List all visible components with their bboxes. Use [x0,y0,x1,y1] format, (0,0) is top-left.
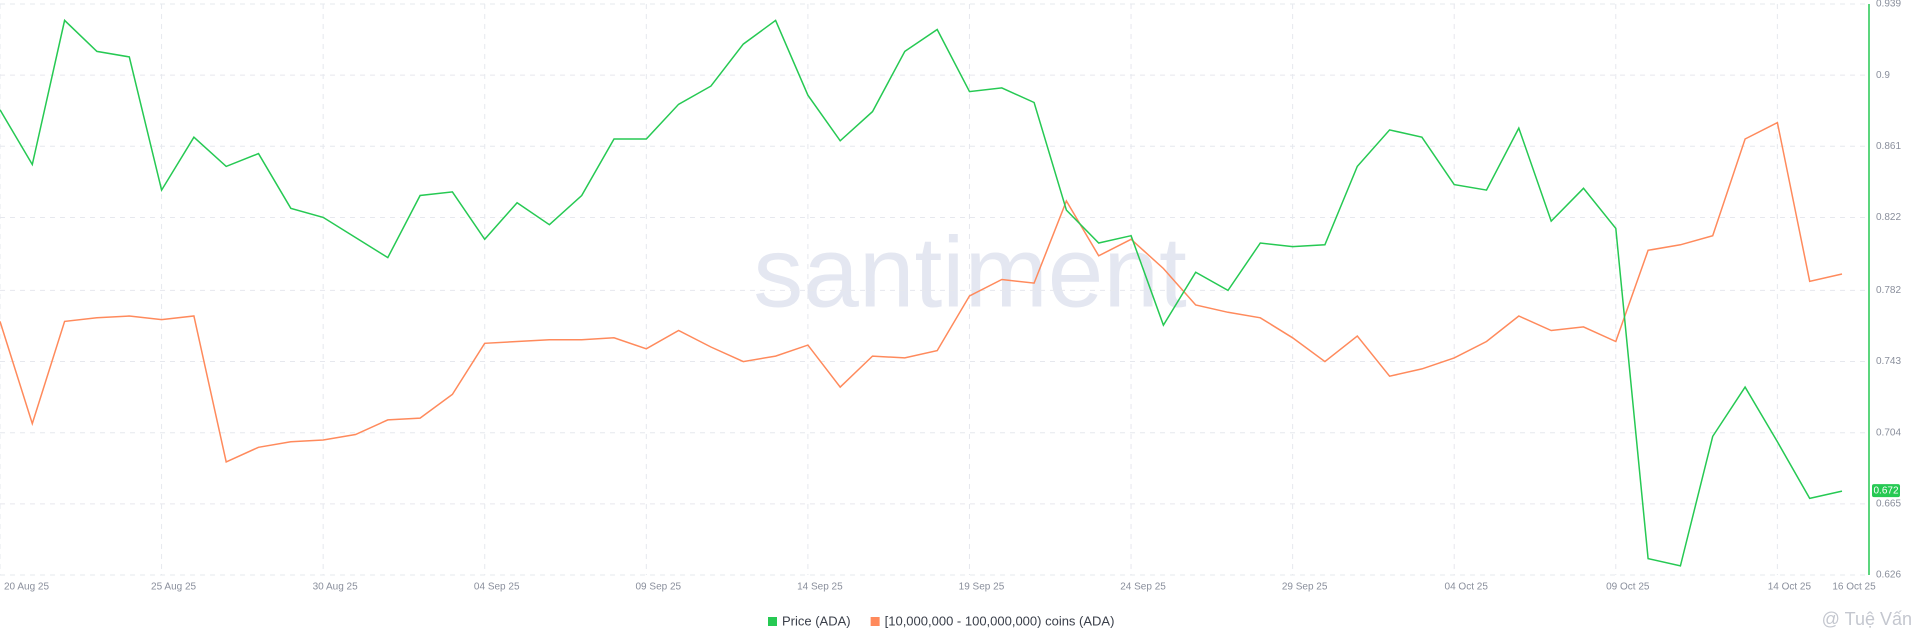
last-value-label: 0.672 [1873,486,1898,497]
legend-label: [10,000,000 - 100,000,000) coins (ADA) [885,613,1115,628]
x-tick-label: 29 Sep 25 [1282,582,1328,593]
legend-label: Price (ADA) [782,613,851,628]
legend-swatch [768,617,777,626]
credit: @ Tuệ Vấn [1822,609,1912,629]
x-tick-label: 14 Sep 25 [797,582,843,593]
y-tick-label: 0.704 [1876,427,1901,438]
legend: Price (ADA) [10,000,000 - 100,000,000) co… [768,613,1114,628]
y-tick-label: 0.861 [1876,141,1901,152]
watermark: santiment [753,216,1187,328]
y-tick-label: 0.782 [1876,285,1901,296]
x-tick-label: 20 Aug 25 [4,582,49,593]
y-tick-label: 0.9 [1876,70,1890,81]
x-tick-label: 25 Aug 25 [151,582,196,593]
legend-swatch [870,617,880,626]
x-tick-label: 14 Oct 25 [1768,582,1812,593]
y-tick-label: 0.822 [1876,212,1901,223]
x-tick-label: 04 Oct 25 [1445,582,1489,593]
y-tick-label: 0.743 [1876,356,1901,367]
x-tick-label: 16 Oct 25 [1832,582,1876,593]
x-tick-label: 24 Sep 25 [1120,582,1166,593]
y-tick-label: 0.665 [1876,498,1901,509]
x-tick-label: 09 Oct 25 [1606,582,1650,593]
series-line [0,18,1843,567]
last-value-badge [1872,484,1900,498]
x-tick-label: 30 Aug 25 [313,582,358,593]
x-tick-label: 04 Sep 25 [474,582,520,593]
series-line [0,121,1843,463]
y-tick-label: 0.626 [1876,570,1901,581]
x-tick-label: 19 Sep 25 [959,582,1005,593]
y-tick-label: 0.939 [1876,0,1901,10]
x-tick-label: 09 Sep 25 [636,582,682,593]
